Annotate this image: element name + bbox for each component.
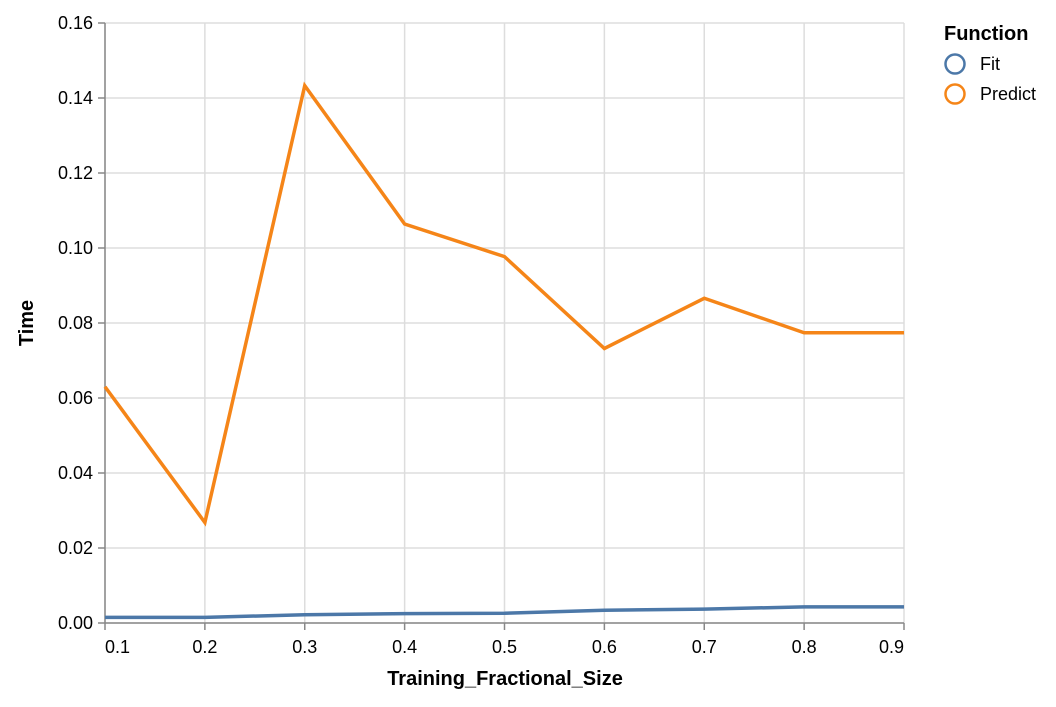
x-tick-label: 0.1 — [105, 637, 130, 657]
series-line-predict — [103, 81, 904, 527]
grid — [104, 22, 905, 624]
x-tick-label: 0.9 — [879, 637, 904, 657]
legend-label-predict: Predict — [980, 84, 1036, 104]
x-axis-title: Training_Fractional_Size — [387, 668, 623, 690]
legend-symbol-fit — [944, 53, 966, 75]
x-tick-label: 0.2 — [192, 637, 217, 657]
series-line-fit — [105, 605, 904, 620]
legend-symbol-predict — [944, 83, 966, 105]
y-tick-label: 0.04 — [58, 463, 93, 483]
y-tick-label: 0.08 — [58, 313, 93, 333]
y-tick-label: 0.12 — [58, 163, 93, 183]
legend-label-fit: Fit — [980, 54, 1000, 74]
x-tick-label: 0.4 — [392, 637, 417, 657]
y-tick-label: 0.10 — [58, 238, 93, 258]
x-tick-label: 0.8 — [792, 637, 817, 657]
series-lines — [103, 81, 904, 620]
axes: 0.1 0.2 0.3 0.4 0.5 0.6 0.7 0.8 0.9 0.00 0.02 0.04 0… — [58, 13, 905, 657]
legend-title: Function — [944, 23, 1028, 45]
y-tick-label: 0.00 — [58, 613, 93, 633]
x-tick-label: 0.5 — [492, 637, 517, 657]
legend: Function Fit Predict — [944, 23, 1036, 105]
y-tick-label: 0.02 — [58, 538, 93, 558]
x-tick-label: 0.7 — [692, 637, 717, 657]
y-axis-title: Time — [16, 300, 38, 346]
y-tick-label: 0.06 — [58, 388, 93, 408]
x-tick-label: 0.3 — [292, 637, 317, 657]
y-tick-label: 0.16 — [58, 13, 93, 33]
y-tick-label: 0.14 — [58, 88, 93, 108]
x-tick-label: 0.6 — [592, 637, 617, 657]
